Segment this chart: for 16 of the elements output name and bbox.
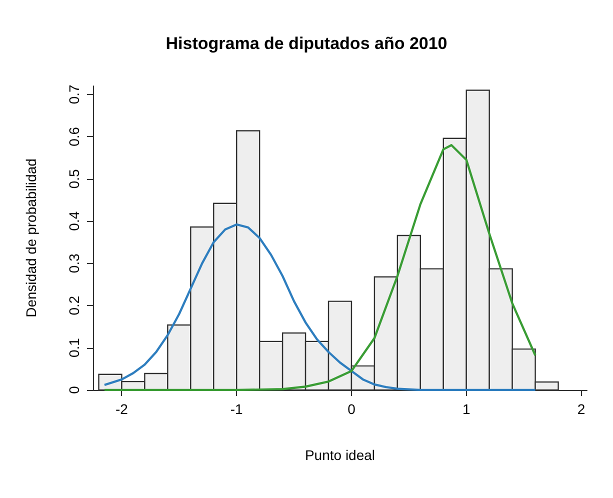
y-axis-title: Densidad de probabilidad	[23, 158, 39, 318]
y-tick-label: 0.4	[66, 211, 82, 231]
y-tick-label: 0.7	[66, 84, 82, 104]
x-tick-label: -2	[115, 401, 128, 417]
y-tick-label: 0.3	[66, 253, 82, 274]
chart-title: Histograma de diputados año 2010	[166, 34, 448, 53]
y-tick-label: 0.2	[66, 296, 82, 316]
y-tick-label: 0	[66, 386, 82, 394]
x-tick-label: 0	[348, 401, 356, 417]
x-tick-label: -1	[230, 401, 244, 417]
x-axis-title: Punto ideal	[304, 447, 376, 463]
y-tick-label: 0.6	[66, 126, 82, 146]
y-tick-label: 0.1	[66, 338, 82, 358]
x-tick-label: 1	[462, 401, 470, 417]
x-tick-label: 2	[577, 401, 586, 417]
y-tick-label: 0.5	[66, 168, 82, 189]
